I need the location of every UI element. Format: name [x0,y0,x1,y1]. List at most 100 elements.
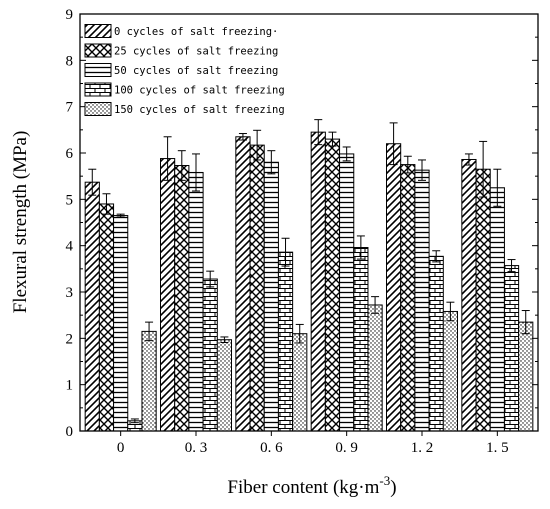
error-bar [192,153,200,192]
x-axis-title: Fiber content (kg·m-3) [227,473,396,498]
bar [277,251,294,432]
error-bar [328,131,337,147]
y-tick-label: 4 [66,239,74,255]
y-tick-label: 8 [66,53,74,69]
bar [188,171,204,432]
x-tick-label: 1. 5 [486,440,509,456]
y-tick-label: 1 [66,378,74,394]
bar [386,143,402,432]
error-bar [206,270,215,288]
y-tick-label: 7 [66,100,74,116]
y-tick-label: 6 [66,146,74,162]
x-tick-label: 0. 6 [260,440,283,456]
error-bar [238,133,247,141]
bar [367,304,383,432]
bar [160,158,176,432]
error-bar [389,122,398,166]
error-bar [88,168,97,196]
legend-swatch [84,43,112,58]
y-axis: 0 1 2 3 4 5 6 7 8 9 [66,7,538,440]
legend-label: 100 cycles of salt freezing [114,85,285,97]
error-bar [253,129,262,161]
bar [339,153,355,432]
bar [461,158,477,432]
x-axis: 0 0. 3 0. 6 0. 9 1. 2 1. 5 [117,431,509,456]
error-bar [163,136,172,181]
error-bar [267,150,276,175]
legend-swatch [84,82,112,97]
bar [414,169,430,432]
x-tick-label: 0 [117,440,125,456]
legend-entry: 25 cycles of salt freezing [84,43,278,58]
bar [503,265,520,432]
error-bar [507,259,516,273]
error-bar [418,159,426,181]
bars [84,131,534,432]
bar [84,181,100,432]
x-tick-label: 1. 2 [411,440,434,456]
error-bar [479,140,488,198]
legend-entry: 150 cycles of salt freezing [84,102,285,116]
bar [518,321,534,432]
error-bar [403,155,412,174]
bar [442,310,458,432]
bar [263,161,279,432]
error-bar [314,119,323,146]
y-tick-label: 2 [66,331,74,347]
error-bars [88,119,530,424]
bar [174,165,190,432]
bar [113,215,129,432]
error-bar [281,237,290,267]
error-bar [371,296,380,314]
error-bar [521,310,530,335]
bar [292,333,308,432]
legend-swatch [84,24,112,38]
error-bar [446,301,455,322]
bar [235,136,251,432]
error-bar [145,321,154,342]
bar [428,255,444,432]
legend-swatch [84,102,112,116]
legend: 0 cycles of salt freezing· 25 cycles of s… [84,24,285,116]
error-bar [116,213,125,218]
error-bar [432,250,441,263]
error-bar [130,418,139,424]
legend-entry: 50 cycles of salt freezing [84,63,278,77]
bar [400,164,416,432]
legend-label: 25 cycles of salt freezing [114,46,278,58]
bar [353,247,369,432]
error-bar [295,323,304,344]
bar [216,339,233,432]
bar [310,131,326,432]
legend-entry: 0 cycles of salt freezing· [84,24,278,38]
error-bar [342,146,351,162]
error-bar [102,193,111,215]
legend-label: 50 cycles of salt freezing [114,65,278,77]
error-bar [220,336,229,344]
x-axis-title-sup: -3 [379,473,390,488]
legend-label: 150 cycles of salt freezing [114,104,285,116]
error-bar [493,168,502,207]
legend-entry: 100 cycles of salt freezing [84,82,285,97]
error-bar [356,235,365,260]
legend-label: 0 cycles of salt freezing· [114,26,278,38]
bar [489,187,505,432]
error-bar [177,150,186,181]
bar [475,168,491,432]
y-tick-label: 3 [66,285,74,301]
y-tick-label: 9 [66,7,74,23]
bar [141,330,157,432]
bar [324,138,341,432]
bar [98,203,115,432]
x-tick-label: 0. 3 [185,440,208,456]
y-tick-label: 0 [66,424,74,440]
bar [202,278,218,432]
x-axis-title-close: ) [390,477,396,498]
x-tick-label: 0. 9 [335,440,358,456]
legend-swatch [84,63,112,77]
y-axis-title: Flexural strength (MPa) [10,131,31,314]
y-tick-label: 5 [66,192,74,208]
x-axis-title-main: Fiber content (kg·m [227,477,379,498]
error-bar [464,153,473,166]
